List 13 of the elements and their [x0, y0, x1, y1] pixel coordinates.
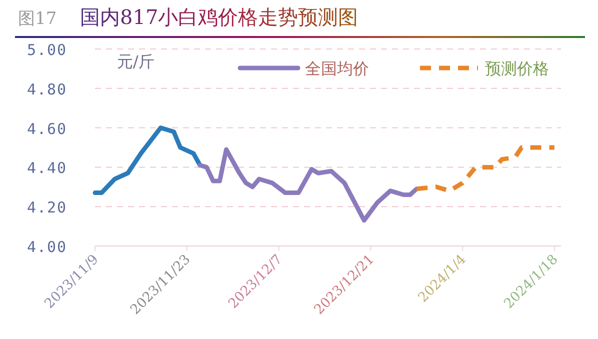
y-axis-title: 元/斤 — [117, 52, 154, 71]
line-series — [92, 126, 202, 196]
chart-title: 国内817小白鸡价格走势预测图 — [80, 5, 358, 29]
y-tick-label: 4.40 — [26, 159, 68, 178]
legend-label: 全国均价 — [305, 59, 369, 78]
caption: 图17 — [18, 9, 57, 29]
y-tick-label: 4.20 — [26, 198, 68, 217]
y-tick-label: 4.80 — [26, 80, 68, 98]
line-series — [198, 147, 419, 223]
y-tick-label: 4.60 — [26, 120, 68, 138]
y-tick-label: 5.00 — [26, 41, 68, 59]
legend-label: 预测价格 — [485, 59, 549, 78]
y-tick-label: 4.00 — [26, 238, 68, 256]
